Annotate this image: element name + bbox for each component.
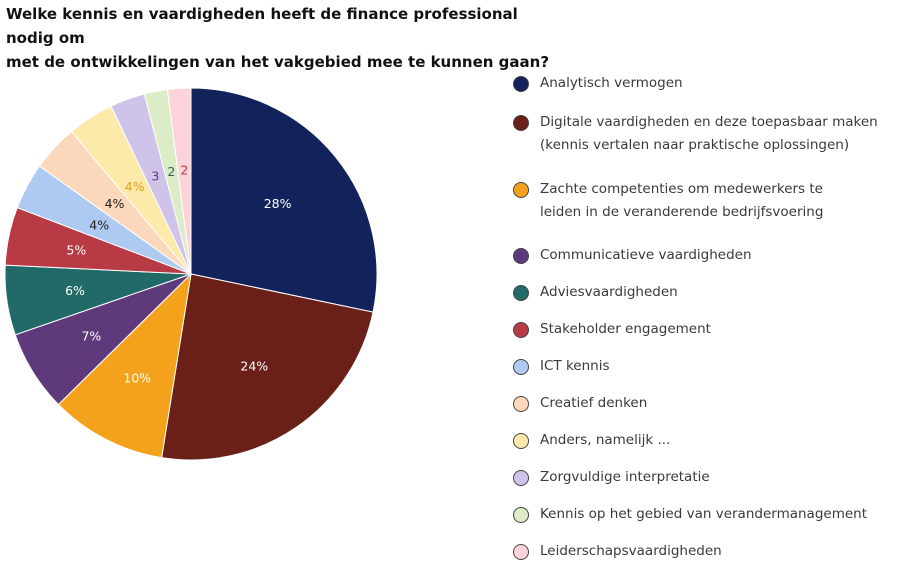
legend-item-stakeholder-engagement: Stakeholder engagement xyxy=(510,318,895,341)
legend-swatch xyxy=(513,285,529,301)
legend-label: ICT kennis xyxy=(540,355,895,378)
legend-label-line: Digitale vaardigheden en deze toepasbaar… xyxy=(540,114,878,130)
pie-data-label-ict-kennis: 4% xyxy=(89,217,109,232)
legend-swatch xyxy=(513,470,529,486)
pie-data-label-anders-namelijk: 4% xyxy=(125,179,145,194)
pie-slice-zachte-competenties-om-medewerkers-te-leiden-in-de-veranderende-bedrijfsvoering xyxy=(57,272,192,459)
legend-label: Kennis op het gebied van verandermanagem… xyxy=(540,503,895,526)
legend-swatch xyxy=(513,182,529,198)
legend: Analytisch vermogen Digitale vaardigheden… xyxy=(510,72,895,563)
pie-data-label-leiderschapsvaardigheden: 2 xyxy=(180,163,188,178)
legend-swatch xyxy=(513,507,529,523)
pie-data-label-communicatieve-vaardigheden: 7% xyxy=(81,328,101,343)
legend-item-digitale-vaardigheden-en-deze-toepasbaar-maken-kennis-vertalen-naar-praktische-oplossingen: Digitale vaardigheden en deze toepasbaar… xyxy=(510,111,895,157)
legend-label-line: (kennis vertalen naar praktische oplossi… xyxy=(540,137,850,153)
legend-label-line: Adviesvaardigheden xyxy=(540,284,678,300)
pie-chart: 28%24%10%7%6%5%4%4%4%3 2 2 xyxy=(4,87,378,461)
legend-label-line: Kennis op het gebied van verandermanagem… xyxy=(540,506,868,522)
legend-swatch xyxy=(513,115,529,131)
legend-label-line: Leiderschapsvaardigheden xyxy=(540,543,722,559)
legend-swatch xyxy=(513,76,529,92)
legend-item-zorgvuldige-interpretatie: Zorgvuldige interpretatie xyxy=(510,466,895,489)
legend-label: Stakeholder engagement xyxy=(540,318,895,341)
legend-swatch xyxy=(513,544,529,560)
legend-label-line: Anders, namelijk ... xyxy=(540,432,671,448)
pie-slice-leiderschapsvaardigheden xyxy=(166,87,192,275)
legend-label-line: Creatief denken xyxy=(540,395,648,411)
legend-label: Analytisch vermogen xyxy=(540,72,895,95)
pie-data-label-zorgvuldige-interpretatie: 3 xyxy=(151,169,159,184)
pie-data-label-zachte-competenties-om-medewerkers-te-leiden-in-de-veranderende-bedrijfsvoering: 10% xyxy=(123,371,151,386)
chart-title: Welke kennis en vaardigheden heeft de fi… xyxy=(6,2,566,74)
pie-data-label-analytisch-vermogen: 28% xyxy=(264,196,292,211)
legend-swatch xyxy=(513,396,529,412)
legend-label-line: Zachte competenties om medewerkers te xyxy=(540,181,823,197)
legend-label-line: Stakeholder engagement xyxy=(540,321,711,337)
pie-slice-digitale-vaardigheden-en-deze-toepasbaar-maken-kennis-vertalen-naar-praktische-oplossingen xyxy=(161,273,374,461)
pie-slice-analytisch-vermogen xyxy=(190,87,378,313)
legend-swatch xyxy=(513,359,529,375)
legend-label: Zorgvuldige interpretatie xyxy=(540,466,895,489)
legend-item-zachte-competenties-om-medewerkers-te-leiden-in-de-veranderende-bedrijfsvoering: Zachte competenties om medewerkers te lei… xyxy=(510,178,895,224)
legend-item-ict-kennis: ICT kennis xyxy=(510,355,895,378)
legend-item-analytisch-vermogen: Analytisch vermogen xyxy=(510,72,895,95)
pie-data-label-digitale-vaardigheden-en-deze-toepasbaar-maken-kennis-vertalen-naar-praktische-oplossingen: 24% xyxy=(240,358,268,373)
legend-label: Anders, namelijk ... xyxy=(540,429,895,452)
pie-data-label-creatief-denken: 4% xyxy=(105,196,125,211)
legend-label-line: Communicatieve vaardigheden xyxy=(540,247,752,263)
legend-label-line: leiden in de veranderende bedrijfsvoerin… xyxy=(540,204,824,220)
legend-swatch xyxy=(513,433,529,449)
legend-label: Digitale vaardigheden en deze toepasbaar… xyxy=(540,111,895,157)
legend-swatch xyxy=(513,322,529,338)
chart-title-line-2: met de ontwikkelingen van het vakgebied … xyxy=(6,53,550,71)
legend-item-kennis-op-het-gebied-van-verandermanagement: Kennis op het gebied van verandermanagem… xyxy=(510,503,895,526)
legend-label-line: Analytisch vermogen xyxy=(540,75,683,91)
legend-label: Leiderschapsvaardigheden xyxy=(540,540,895,563)
legend-item-anders-namelijk: Anders, namelijk ... xyxy=(510,429,895,452)
legend-label: Zachte competenties om medewerkers te lei… xyxy=(540,178,895,224)
legend-swatch xyxy=(513,248,529,264)
legend-label-line: ICT kennis xyxy=(540,358,610,374)
pie-data-label-kennis-op-het-gebied-van-verandermanagement: 2 xyxy=(167,164,175,179)
pie-data-label-adviesvaardigheden: 6% xyxy=(65,283,85,298)
legend-item-communicatieve-vaardigheden: Communicatieve vaardigheden xyxy=(510,244,895,267)
pie-data-label-stakeholder-engagement: 5% xyxy=(66,243,86,258)
legend-item-creatief-denken: Creatief denken xyxy=(510,392,895,415)
legend-label-line: Zorgvuldige interpretatie xyxy=(540,469,710,485)
chart-title-line-1: Welke kennis en vaardigheden heeft de fi… xyxy=(6,5,518,47)
legend-label: Adviesvaardigheden xyxy=(540,281,895,304)
legend-label: Communicatieve vaardigheden xyxy=(540,244,895,267)
legend-label: Creatief denken xyxy=(540,392,895,415)
legend-item-adviesvaardigheden: Adviesvaardigheden xyxy=(510,281,895,304)
legend-item-leiderschapsvaardigheden: Leiderschapsvaardigheden xyxy=(510,540,895,563)
